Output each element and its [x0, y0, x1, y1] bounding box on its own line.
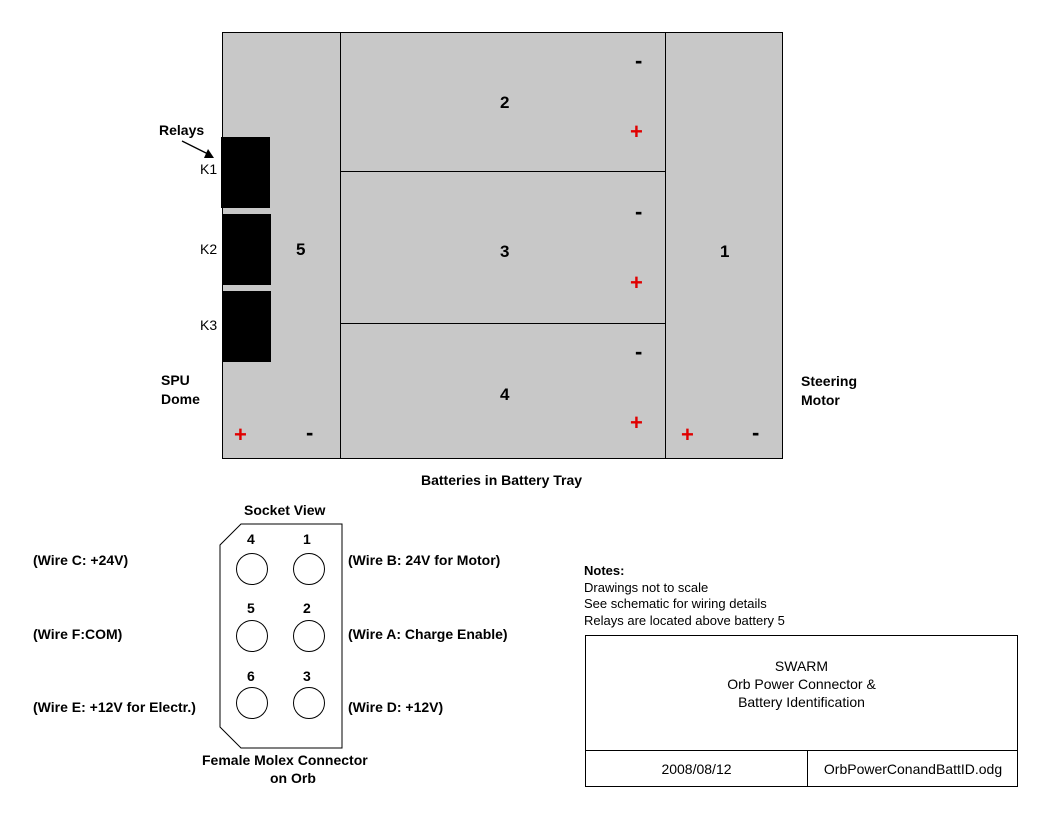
title-line-2: Orb Power Connector & [727, 676, 876, 692]
pin-5-number: 5 [247, 600, 255, 616]
relays-label: Relays [159, 122, 205, 138]
title-block: SWARM Orb Power Connector & Battery Iden… [585, 635, 1018, 787]
connector-caption-line1: Female Molex Connector [202, 752, 368, 768]
relay-k2-label: K2 [200, 241, 218, 257]
notes-line-3: Relays are located above battery 5 [584, 613, 785, 628]
title-block-heading: SWARM Orb Power Connector & Battery Iden… [586, 657, 1017, 711]
pin-1-socket [293, 553, 325, 585]
battery-2 [340, 32, 666, 172]
title-line-1: SWARM [774, 658, 829, 674]
battery-2-number: 2 [500, 93, 510, 112]
battery-1-number: 1 [720, 242, 730, 261]
pin-6-socket [236, 687, 268, 719]
relay-k1 [221, 137, 270, 208]
title-line-3: Battery Identification [738, 694, 865, 710]
pin-4-socket [236, 553, 268, 585]
battery-3-number: 3 [500, 242, 510, 261]
battery-1-plus-terminal: + [681, 422, 694, 447]
pin-3-socket [293, 687, 325, 719]
title-date: 2008/08/12 [661, 761, 732, 777]
wire-e-label: (Wire E: +12V for Electr.) [33, 699, 196, 715]
notes-line-1: Drawings not to scale [584, 580, 709, 595]
battery-2-minus-terminal: - [635, 48, 643, 73]
wire-d-label: (Wire D: +12V) [348, 699, 444, 715]
pin-2-socket [293, 620, 325, 652]
battery-1 [665, 32, 783, 459]
battery-5-number: 5 [296, 240, 306, 259]
notes-line-2: See schematic for wiring details [584, 596, 767, 611]
pin-5-socket [236, 620, 268, 652]
wire-c-label: (Wire C: +24V) [33, 552, 129, 568]
battery-4-number: 4 [500, 385, 510, 404]
steering-label: Steering [801, 373, 858, 389]
connector-caption-line2: on Orb [270, 770, 316, 786]
dome-label: Dome [161, 391, 200, 407]
battery-3-plus-terminal: + [630, 270, 643, 295]
socket-view-label: Socket View [244, 502, 326, 518]
motor-label: Motor [801, 392, 840, 408]
wire-a-label: (Wire A: Charge Enable) [348, 626, 508, 642]
battery-5-minus-terminal: - [306, 420, 314, 445]
relay-k3 [223, 291, 271, 362]
battery-4 [340, 323, 666, 459]
tray-caption: Batteries in Battery Tray [421, 472, 583, 488]
wire-b-label: (Wire B: 24V for Motor) [348, 552, 501, 568]
wire-f-label: (Wire F:COM) [33, 626, 123, 642]
battery-1-minus-terminal: - [752, 420, 760, 445]
pin-4-number: 4 [247, 531, 255, 547]
relay-k2 [223, 214, 271, 285]
battery-5-plus-terminal: + [234, 422, 247, 447]
battery-2-plus-terminal: + [630, 119, 643, 144]
title-filename: OrbPowerConandBattID.odg [823, 761, 1003, 777]
relay-k1-label: K1 [200, 161, 218, 177]
battery-3-minus-terminal: - [635, 199, 643, 224]
pin-3-number: 3 [303, 668, 311, 684]
title-block-divider [586, 750, 1017, 751]
relays-arrow-icon [181, 140, 214, 158]
battery-4-plus-terminal: + [630, 410, 643, 435]
title-block-vdivider [807, 750, 808, 786]
notes-heading: Notes: [584, 563, 625, 578]
relay-k3-label: K3 [200, 317, 218, 333]
spu-label: SPU [161, 372, 190, 388]
pin-2-number: 2 [303, 600, 311, 616]
battery-4-minus-terminal: - [635, 339, 643, 364]
pin-1-number: 1 [303, 531, 311, 547]
pin-6-number: 6 [247, 668, 255, 684]
